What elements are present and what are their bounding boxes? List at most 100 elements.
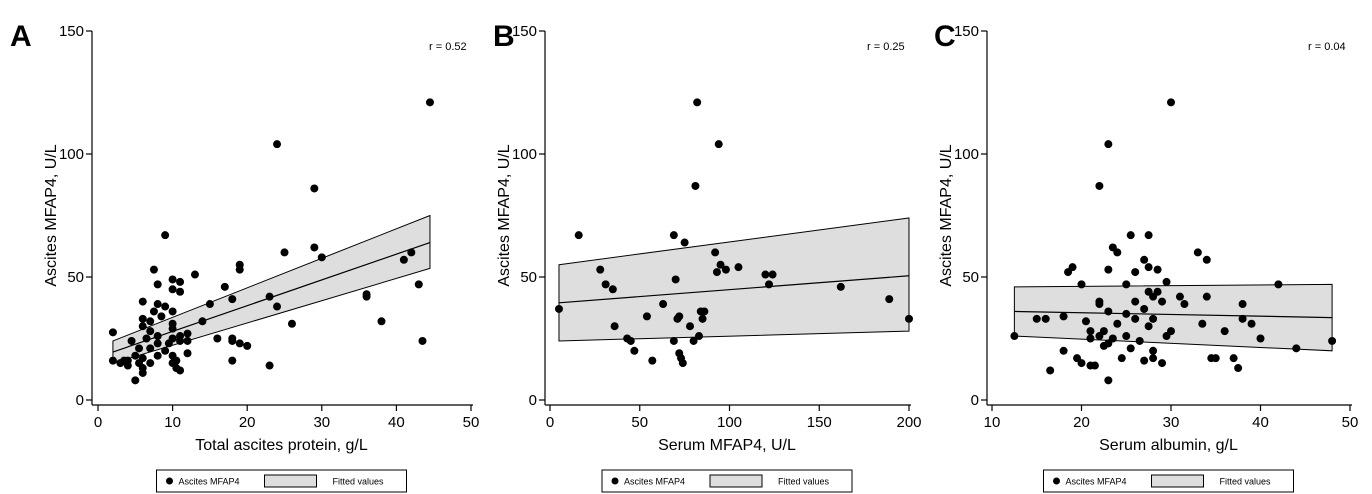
panel-letter: C [934,20,956,53]
data-point [1046,366,1055,375]
data-point [1180,300,1189,309]
data-point [1198,319,1207,328]
data-point [131,376,140,385]
data-point [554,304,563,313]
data-point [1149,346,1158,355]
data-point [168,275,177,284]
data-point [138,354,147,363]
x-tick-label: 150 [807,414,832,431]
data-point [626,336,635,345]
x-axis-title: Total ascites protein, g/L [195,437,368,454]
data-point [885,295,894,304]
y-tick-label: 50 [520,269,537,286]
data-point [836,282,845,291]
data-point [205,300,214,309]
data-point [693,98,702,107]
data-point [686,322,695,331]
data-point [689,336,698,345]
data-point [1144,231,1153,240]
data-point [1149,354,1158,363]
data-point [712,268,721,277]
data-point [642,312,651,321]
data-point [183,336,192,345]
data-point [610,322,619,331]
panel-letter: A [10,20,32,53]
data-point [153,280,162,289]
y-axis-title: Ascites MFAP4, U/L [43,144,60,286]
data-point [149,307,158,316]
chart-panel-a: 0 50 100 150 0 10 20 30 40 50 Total ascites protei… [10,20,479,493]
correlation-annotation: r = 0.25 [867,41,905,53]
data-point [721,265,730,274]
data-point [574,231,583,240]
y-tick-label: 0 [971,392,979,409]
data-point [1059,312,1068,321]
data-point [711,248,720,257]
data-point [273,140,282,149]
data-point [1158,297,1167,306]
data-point [1158,359,1167,368]
data-point [1144,263,1153,272]
data-point [1234,364,1243,373]
data-point [1328,336,1337,345]
data-point [1140,356,1149,365]
data-point [1104,265,1113,274]
y-tick-label: 50 [962,269,979,286]
data-point [1140,304,1149,313]
x-tick-label: 10 [164,414,181,431]
legend-points-label: Ascites MFAP4 [1066,477,1127,487]
data-point [905,314,913,323]
data-point [601,280,610,289]
data-point [153,332,162,341]
data-point [243,341,252,350]
data-point [716,260,725,269]
y-axis-title: Ascites MFAP4, U/L [938,144,955,286]
data-point [1041,314,1050,323]
data-point [153,300,162,309]
data-point [146,327,155,336]
data-point [1108,334,1117,343]
data-point [168,285,177,294]
data-point [176,277,185,286]
legend-fit-label: Fitted values [333,477,385,487]
data-point [669,336,678,345]
data-point [310,243,319,252]
data-point [310,184,319,193]
data-point [1086,327,1095,336]
data-point [190,270,199,279]
legend-point-marker [1053,477,1060,485]
data-point [362,292,371,301]
data-point [1126,231,1135,240]
data-point [1153,287,1162,296]
data-point [1077,280,1086,289]
x-tick-label: 30 [313,414,330,431]
data-point [680,238,689,247]
data-point [1032,314,1041,323]
data-point [761,270,770,279]
data-point [1113,319,1122,328]
x-axis-title: Serum albumin, g/L [1099,437,1238,454]
x-tick-label: 0 [94,414,102,431]
data-point [1175,292,1184,301]
data-point [108,356,117,365]
legend-point-marker [611,477,619,485]
data-point [168,319,177,328]
data-point [648,356,657,365]
data-point [146,359,155,368]
data-point [220,282,229,291]
data-point [1247,319,1256,328]
data-point [146,317,155,326]
fitted-line [1014,310,1333,319]
data-point [1122,332,1131,341]
data-point [183,349,192,358]
data-point [123,356,132,365]
data-point [176,366,185,375]
data-point [1068,263,1077,272]
x-tick-label: 50 [631,414,648,431]
data-point [138,297,147,306]
legend: Ascites MFAP4 Fitted values [156,469,407,493]
data-point [734,263,743,272]
data-point [235,265,244,274]
data-point [198,317,207,326]
y-tick-label: 100 [59,146,84,163]
